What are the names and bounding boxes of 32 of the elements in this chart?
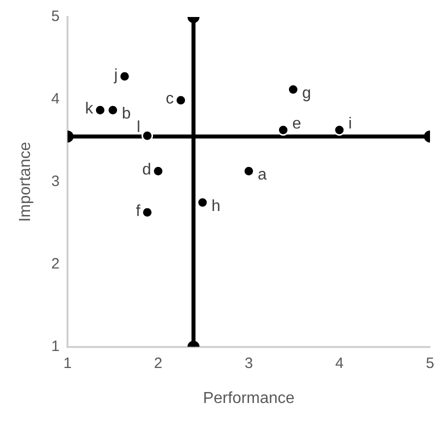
annotation: i bbox=[348, 115, 352, 132]
point bbox=[196, 196, 208, 208]
annotation: b bbox=[122, 106, 131, 123]
annotation: g bbox=[302, 84, 312, 102]
x-tick-label: 5 bbox=[426, 354, 434, 372]
x-tick-label: 1 bbox=[63, 354, 72, 372]
x-tick-label: 4 bbox=[335, 354, 344, 372]
y-axis-title: Importance bbox=[17, 142, 34, 222]
point bbox=[277, 124, 289, 136]
annotation: d bbox=[142, 162, 152, 179]
annotation: e bbox=[292, 115, 302, 132]
y-tick-label: 5 bbox=[51, 8, 60, 26]
x-axis-title: Performance bbox=[202, 390, 295, 407]
point bbox=[118, 70, 130, 82]
point bbox=[107, 104, 119, 116]
annotation: j bbox=[113, 66, 118, 84]
point bbox=[287, 84, 299, 96]
annotation: a bbox=[258, 166, 267, 184]
point bbox=[334, 124, 346, 136]
annotation: c bbox=[166, 90, 174, 108]
point bbox=[152, 165, 164, 177]
point bbox=[94, 104, 106, 116]
x-tick-label: 3 bbox=[244, 354, 253, 372]
annotation: k bbox=[85, 100, 94, 118]
y-tick-label: 1 bbox=[51, 338, 60, 355]
y-tick-label: 4 bbox=[51, 90, 60, 108]
annotation: l bbox=[136, 119, 140, 136]
x-tick-label: 2 bbox=[154, 354, 162, 372]
y-tick-label: 3 bbox=[51, 173, 60, 190]
annotation: h bbox=[212, 198, 220, 215]
y-tick-label: 2 bbox=[51, 255, 60, 272]
annotation: f bbox=[136, 202, 141, 220]
